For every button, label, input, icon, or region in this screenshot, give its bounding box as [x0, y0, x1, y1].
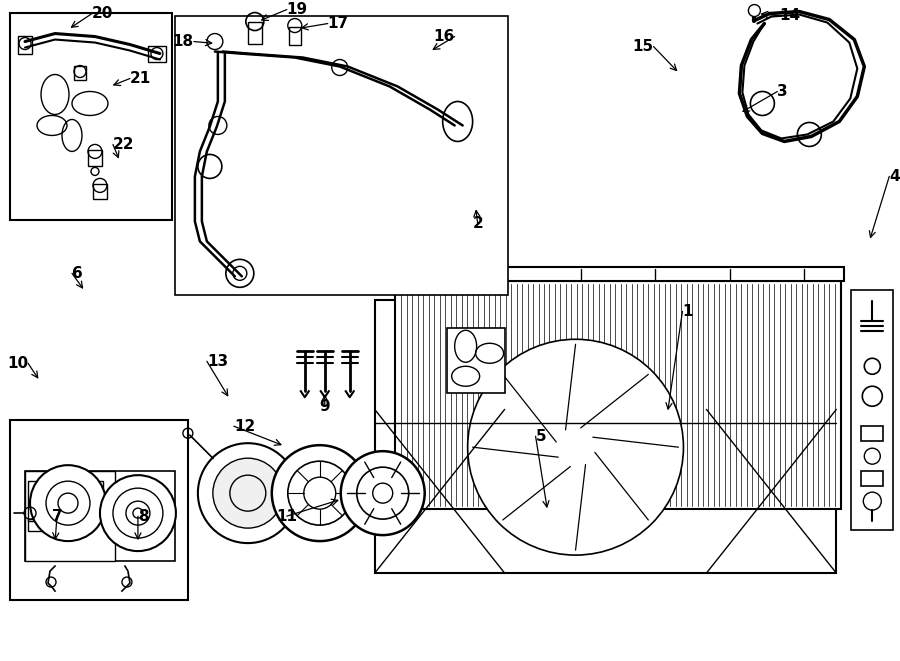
Bar — [93, 184, 107, 200]
Text: 11: 11 — [276, 508, 297, 524]
Bar — [88, 151, 102, 167]
Text: 14: 14 — [779, 8, 800, 23]
Text: 9: 9 — [320, 399, 330, 414]
Bar — [861, 426, 883, 441]
Bar — [10, 13, 172, 220]
Bar — [395, 282, 842, 509]
Bar — [248, 22, 262, 44]
Bar — [374, 300, 836, 573]
Text: 20: 20 — [92, 6, 113, 21]
Text: 6: 6 — [72, 266, 83, 281]
Circle shape — [198, 443, 298, 543]
Circle shape — [749, 5, 760, 17]
Text: 7: 7 — [51, 508, 62, 524]
Bar — [175, 16, 508, 295]
Text: 19: 19 — [287, 2, 308, 17]
Bar — [392, 267, 844, 282]
Bar — [861, 471, 883, 486]
Circle shape — [272, 446, 368, 541]
Text: 3: 3 — [778, 84, 788, 99]
Bar — [18, 36, 32, 54]
Circle shape — [213, 458, 283, 528]
Text: 22: 22 — [113, 137, 134, 152]
Text: 8: 8 — [138, 508, 148, 524]
Bar — [446, 329, 505, 393]
Text: 17: 17 — [328, 16, 349, 31]
Text: 5: 5 — [536, 429, 546, 444]
Text: 18: 18 — [173, 34, 194, 49]
Bar — [28, 519, 83, 531]
Text: 15: 15 — [633, 39, 653, 54]
Bar — [25, 471, 175, 561]
Bar — [25, 471, 115, 561]
Circle shape — [100, 475, 176, 551]
Bar — [28, 481, 103, 521]
Bar — [74, 65, 86, 79]
Text: 13: 13 — [207, 354, 228, 369]
Text: 4: 4 — [889, 169, 900, 184]
Bar — [148, 46, 166, 61]
Text: 1: 1 — [682, 304, 693, 319]
Text: 21: 21 — [130, 71, 151, 86]
Circle shape — [468, 339, 683, 555]
Circle shape — [341, 451, 425, 535]
Circle shape — [30, 465, 106, 541]
Text: 16: 16 — [434, 29, 454, 44]
Text: 12: 12 — [234, 418, 255, 434]
Circle shape — [91, 167, 99, 175]
Bar — [289, 26, 301, 44]
Bar — [10, 420, 188, 600]
Text: 10: 10 — [7, 356, 28, 371]
Bar — [851, 290, 894, 530]
Text: 2: 2 — [472, 216, 483, 231]
